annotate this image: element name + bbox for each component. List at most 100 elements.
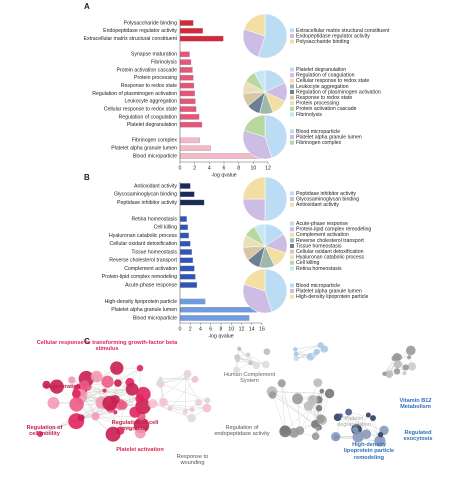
x-tick-label: 8: [237, 165, 240, 171]
bar: [179, 315, 250, 321]
category-label: Fibrinogen complex: [132, 138, 178, 144]
node: [320, 345, 329, 353]
edge: [169, 379, 196, 409]
legend-label: Acute-phase response: [296, 221, 348, 227]
category-label: Cellular response to redox state: [104, 106, 177, 112]
bar: [179, 90, 195, 97]
category-label: Polysaccharide binding: [124, 20, 177, 26]
x-tick-label: 2: [193, 165, 196, 171]
bar: [179, 51, 190, 58]
pie-slice: [243, 114, 266, 138]
bar: [179, 257, 193, 263]
x-tick-label: 14: [249, 326, 255, 332]
pie-slice: [242, 176, 266, 200]
node-label: Regulated exocytosis: [403, 430, 433, 443]
bar: [179, 265, 195, 272]
legend-label: Cell killing: [296, 260, 319, 266]
legend-swatch: [290, 28, 294, 33]
node: [330, 431, 341, 442]
node: [268, 391, 277, 399]
node: [263, 348, 271, 356]
node: [402, 371, 407, 376]
edge: [117, 368, 141, 384]
x-tick-label: 4: [208, 165, 211, 171]
panel-label: A: [84, 2, 90, 11]
node: [252, 361, 261, 370]
node: [393, 360, 402, 369]
legend-label: Response to redox state: [296, 95, 352, 101]
node-label: High-density lipoprotein particle remode…: [343, 442, 395, 461]
bar: [179, 249, 192, 255]
node: [77, 414, 85, 422]
node: [118, 400, 128, 410]
edge: [152, 377, 186, 404]
legend-label: Endopeptidase regulator activity: [296, 33, 370, 39]
node: [189, 407, 195, 413]
node: [136, 386, 151, 402]
legend-swatch: [290, 73, 294, 78]
node: [352, 426, 359, 433]
node: [195, 398, 203, 407]
bar: [179, 216, 187, 222]
node: [167, 406, 173, 411]
node: [79, 380, 90, 391]
category-label: Platelet alpha granule lumen: [111, 307, 177, 313]
node-label: Regeneration: [44, 384, 81, 390]
node: [148, 399, 158, 409]
bar: [179, 224, 188, 230]
legend-label: Platelet degranulation: [296, 67, 346, 73]
node: [68, 376, 76, 384]
legend-swatch: [290, 266, 294, 271]
category-label: Glycosaminoglycan binding: [114, 192, 177, 198]
node: [293, 351, 299, 357]
edge: [348, 411, 381, 442]
edge: [76, 389, 133, 405]
pie-slice: [264, 176, 288, 222]
node: [316, 414, 326, 424]
bar: [179, 306, 258, 313]
edge: [163, 401, 192, 419]
bar: [179, 106, 197, 112]
edge: [81, 390, 105, 418]
edge: [340, 415, 367, 435]
node: [407, 355, 412, 360]
legend-label: Blood microparticle: [296, 129, 340, 135]
node: [187, 413, 196, 423]
node: [136, 364, 144, 372]
node: [71, 389, 81, 399]
legend-label: Antioxidant activity: [296, 202, 339, 208]
node: [182, 409, 188, 415]
category-label: Complement activation: [124, 266, 177, 272]
category-label: Cellular oxidant detoxification: [110, 241, 178, 247]
node: [102, 388, 107, 393]
edge: [160, 378, 196, 380]
x-tick-label: 6: [223, 165, 226, 171]
legend-label: Tissue homeostasis: [296, 243, 342, 249]
bar: [179, 137, 200, 144]
legend-label: Protein-lipid complex remodeling: [296, 227, 371, 233]
node: [277, 379, 286, 388]
node: [237, 346, 242, 351]
pie-slice: [254, 223, 266, 247]
node: [159, 397, 168, 407]
category-label: Blood microparticle: [133, 153, 177, 159]
edge: [281, 383, 286, 431]
node-label: Response to wounding: [176, 454, 209, 467]
bar: [179, 98, 196, 104]
node: [233, 366, 240, 374]
legend-swatch: [290, 84, 294, 89]
bar: [179, 121, 203, 128]
legend-swatch: [290, 90, 294, 94]
legend-swatch: [290, 95, 294, 100]
category-label: Reverse cholesterol transport: [109, 258, 177, 264]
x-tick-label: 10: [228, 326, 234, 332]
node: [134, 427, 146, 439]
bar: [179, 153, 263, 159]
node: [114, 379, 122, 387]
node: [293, 355, 300, 362]
node: [391, 355, 397, 361]
x-tick-label: 0: [179, 326, 182, 332]
legend-label: Protein processing: [296, 101, 339, 107]
node: [352, 431, 364, 443]
node: [105, 426, 121, 442]
